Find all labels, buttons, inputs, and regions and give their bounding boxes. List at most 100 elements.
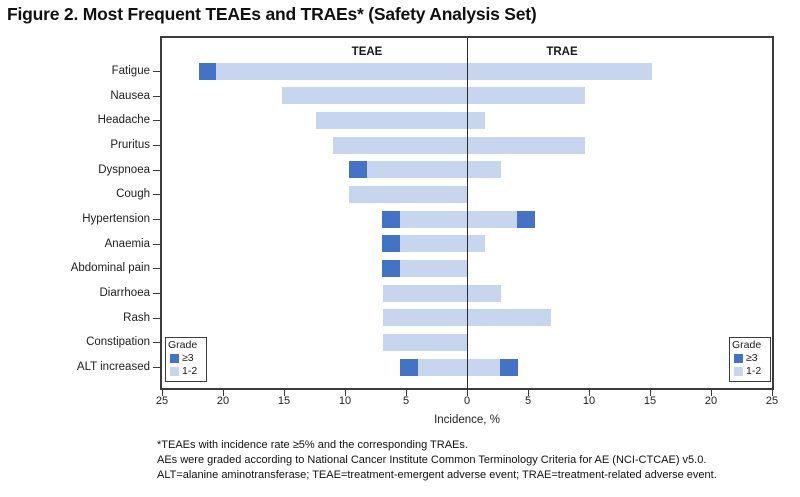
bar-trae-grade12-hypertension — [467, 210, 518, 228]
bar-teae-grade12-fatigue — [215, 62, 467, 80]
y-tick — [153, 145, 160, 146]
x-tick-label: 20 — [704, 395, 718, 407]
category-label-alt-increased: ALT increased — [76, 361, 150, 374]
x-tick — [710, 388, 712, 396]
panel-label-teae: TEAE — [351, 46, 383, 58]
bar-teae-grade3-alt-increased — [399, 358, 419, 376]
category-label-anaemia: Anaemia — [104, 237, 150, 250]
bar-trae-grade12-nausea — [467, 87, 586, 105]
legend-left: Grade ≥3 1-2 — [165, 337, 207, 382]
x-tick — [588, 388, 590, 396]
grade12-swatch-icon — [734, 367, 743, 376]
bar-trae-grade3-hypertension — [517, 210, 536, 228]
y-tick — [153, 120, 160, 122]
legend-item-label: ≥3 — [746, 352, 758, 364]
bar-teae-grade12-cough — [348, 185, 467, 203]
grade12-swatch-icon — [170, 367, 179, 376]
footnotes: *TEAEs with incidence rate ≥5% and the c… — [157, 438, 793, 483]
y-tick — [153, 367, 160, 369]
x-tick-label: 15 — [277, 395, 291, 407]
footnote-line-3: ALT=alanine aminotransferase; TEAE=treat… — [157, 469, 717, 481]
legend-item-label: 1-2 — [746, 365, 762, 377]
bar-teae-grade12-hypertension — [399, 210, 467, 228]
y-tick — [153, 194, 160, 196]
bar-teae-grade12-abdominal-pain — [399, 259, 467, 277]
bar-teae-grade12-rash — [382, 309, 467, 327]
footnote-line-2: AEs were graded according to National Ca… — [157, 454, 707, 466]
bar-teae-grade12-pruritus — [332, 136, 467, 154]
legend-item-grade12: 1-2 — [168, 365, 204, 378]
bar-teae-grade3-dyspnoea — [348, 161, 367, 179]
x-tick-label: 5 — [524, 395, 532, 407]
bar-teae-grade3-hypertension — [381, 210, 400, 228]
bar-trae-grade12-rash — [467, 309, 552, 327]
zero-axis-line — [466, 38, 468, 388]
category-label-diarrhoea: Diarrhoea — [99, 287, 151, 300]
figure-title: Figure 2. Most Frequent TEAEs and TRAEs*… — [7, 4, 537, 24]
category-label-hypertension: Hypertension — [82, 213, 150, 226]
bar-trae-grade12-alt-increased — [467, 358, 500, 376]
x-tick — [405, 388, 407, 396]
category-label-nausea: Nausea — [110, 89, 150, 102]
bar-trae-grade12-dyspnoea — [467, 161, 502, 179]
x-axis-title: Incidence, % — [434, 414, 500, 426]
grade3-swatch-icon — [170, 354, 179, 363]
legend-item-label: ≥3 — [182, 352, 194, 364]
bar-teae-grade3-anaemia — [381, 235, 400, 253]
x-tick — [222, 388, 224, 396]
plot-area: TEAE TRAE Grade ≥3 1-2 Grade ≥3 1-2 Inci… — [71, 36, 778, 426]
legend-title: Grade — [732, 339, 762, 351]
bar-teae-grade3-fatigue — [198, 62, 216, 80]
x-tick — [527, 388, 529, 396]
legend-item-grade3: ≥3 — [732, 352, 768, 365]
bar-trae-grade3-alt-increased — [499, 358, 519, 376]
y-tick — [153, 317, 160, 319]
y-tick — [153, 169, 160, 171]
y-tick — [153, 95, 160, 97]
y-tick — [153, 342, 160, 344]
bar-teae-grade12-dyspnoea — [366, 161, 467, 179]
x-tick-label: 10 — [582, 395, 596, 407]
x-tick — [161, 388, 163, 396]
legend-right: Grade ≥3 1-2 — [729, 337, 771, 382]
y-tick — [153, 219, 160, 221]
x-tick — [283, 388, 285, 396]
y-tick — [153, 71, 160, 72]
bar-trae-grade12-anaemia — [467, 235, 486, 253]
x-tick — [649, 388, 651, 396]
bar-teae-grade12-diarrhoea — [382, 284, 467, 302]
y-tick — [153, 243, 160, 245]
bar-trae-grade12-headache — [467, 111, 486, 129]
legend-item-grade12: 1-2 — [732, 365, 768, 378]
category-label-rash: Rash — [123, 311, 150, 324]
x-tick — [771, 388, 773, 396]
category-label-dyspnoea: Dyspnoea — [98, 163, 150, 176]
y-tick — [153, 268, 160, 270]
x-tick-label: 0 — [463, 395, 471, 407]
x-tick-label: 10 — [338, 395, 352, 407]
category-label-fatigue: Fatigue — [111, 65, 150, 77]
x-tick-label: 20 — [216, 395, 230, 407]
bar-trae-grade12-pruritus — [467, 136, 586, 154]
grade3-swatch-icon — [734, 354, 743, 363]
bar-trae-grade12-diarrhoea — [467, 284, 502, 302]
x-tick-label: 15 — [643, 395, 657, 407]
legend-item-grade3: ≥3 — [168, 352, 204, 365]
panel-label-trae: TRAE — [546, 46, 578, 58]
x-tick-label: 25 — [765, 395, 779, 407]
bar-teae-grade12-alt-increased — [418, 358, 467, 376]
bar-teae-grade12-constipation — [382, 333, 467, 351]
category-label-abdominal-pain: Abdominal pain — [70, 262, 150, 275]
category-label-constipation: Constipation — [86, 336, 150, 349]
x-tick-label: 25 — [155, 395, 169, 407]
x-tick — [466, 388, 468, 396]
legend-item-label: 1-2 — [182, 365, 198, 377]
bar-teae-grade3-abdominal-pain — [381, 259, 400, 277]
category-label-cough: Cough — [116, 188, 150, 201]
legend-title: Grade — [168, 339, 198, 351]
bar-teae-grade12-headache — [315, 111, 467, 129]
category-label-pruritus: Pruritus — [110, 139, 150, 151]
x-tick — [344, 388, 346, 396]
footnote-line-1: *TEAEs with incidence rate ≥5% and the c… — [157, 439, 468, 451]
bar-trae-grade12-fatigue — [467, 62, 653, 80]
